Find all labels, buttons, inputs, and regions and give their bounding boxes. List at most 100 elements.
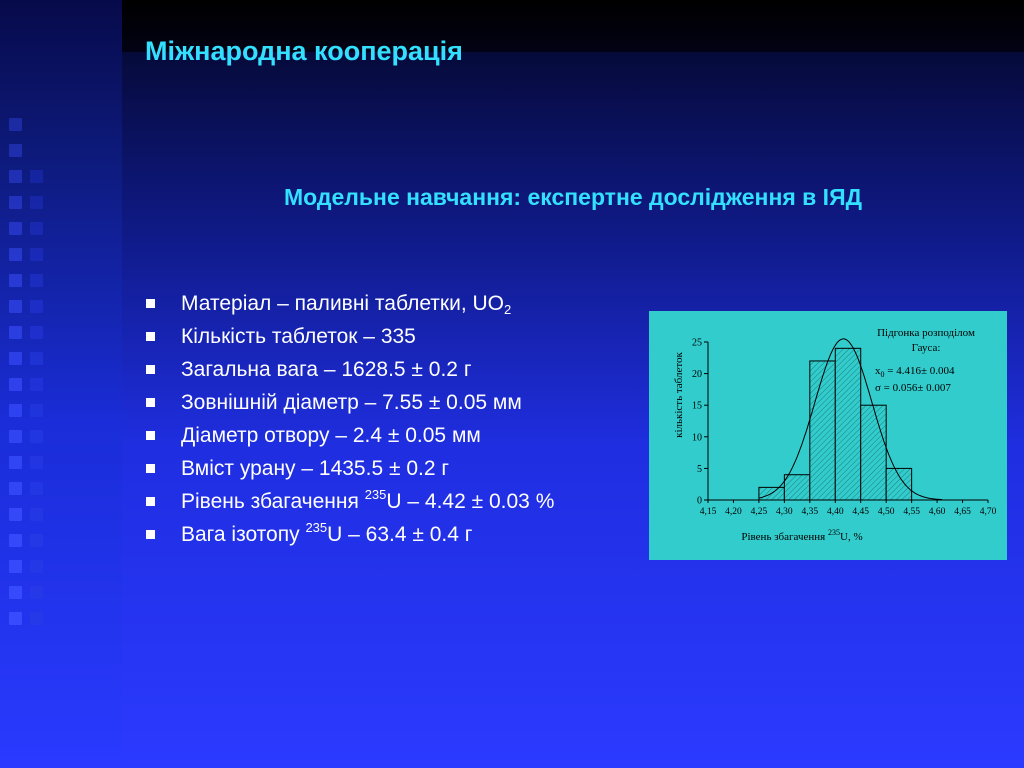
bullet-square-icon <box>146 464 155 473</box>
x-tick-label: 4,60 <box>929 507 946 517</box>
x-tick-label: 4,55 <box>903 507 920 517</box>
x0-symbol: x <box>875 365 881 377</box>
x-tick-label: 4,50 <box>878 507 895 517</box>
bullet-text: U – 4.42 ± 0.03 % <box>386 490 555 513</box>
bullet-item: Матеріал – паливні таблетки, UO2 <box>145 287 554 320</box>
x-axis-label: Рівень збагачення 235U, % <box>741 528 862 543</box>
fit-annotation-line1: Підгонка розподілом <box>877 327 975 339</box>
bullet-text-prefix: Вага ізотопу <box>181 523 306 546</box>
fit-annotation-sigma: σ = 0.056± 0.007 <box>875 382 951 394</box>
bullet-text: Матеріал – паливні таблетки, UO <box>181 292 505 315</box>
bullet-superscript: 235 <box>305 520 328 535</box>
decorative-square <box>9 456 22 469</box>
histogram-bar <box>860 404 887 501</box>
decorative-square <box>30 274 43 287</box>
y-tick-label: 25 <box>692 338 702 349</box>
decorative-square <box>9 248 22 261</box>
decorative-square <box>30 508 43 521</box>
histogram-chart: 0 5 10 15 20 25 4,15 4,20 4,25 4,30 4,35 4,40 4,45 4,… <box>649 311 1007 560</box>
x-tick-label: 4,35 <box>802 507 819 517</box>
decorative-square <box>30 430 43 443</box>
decorative-square <box>9 326 22 339</box>
decorative-square <box>9 274 22 287</box>
y-axis-label: кількість таблеток <box>673 351 685 437</box>
bullet-square-icon <box>146 431 155 440</box>
x-tick-label: 4,25 <box>751 507 768 517</box>
decorative-square <box>9 404 22 417</box>
decorative-square <box>30 248 43 261</box>
page-title: Міжнародна кооперація <box>145 36 463 66</box>
x-axis-label-sup: 235 <box>828 528 840 537</box>
bullet-square-icon <box>146 365 155 374</box>
decorative-square <box>30 300 43 313</box>
decorative-square <box>30 378 43 391</box>
histogram-svg: 0 5 10 15 20 25 4,15 4,20 4,25 4,30 4,35 4,40 4,45 4,… <box>673 327 997 543</box>
y-tick-label: 10 <box>692 432 702 443</box>
x-tick-label: 4,65 <box>954 507 971 517</box>
decorative-square <box>9 560 22 573</box>
y-tick-label: 20 <box>692 369 702 380</box>
decorative-square <box>30 222 43 235</box>
x-tick-label: 4,30 <box>776 507 793 517</box>
x-tick-label: 4,45 <box>852 507 869 517</box>
decorative-square <box>9 352 22 365</box>
decorative-square <box>9 118 22 131</box>
bullet-text: Діаметр отвору – 2.4 ± 0.05 мм <box>181 424 481 447</box>
x0-subscript: 0 <box>881 370 885 379</box>
bullet-text: U – 63.4 ± 0.4 г <box>327 523 473 546</box>
bullet-square-icon <box>146 497 155 506</box>
bullet-text-prefix: Рівень збагачення <box>181 490 365 513</box>
slide-subtitle: Модельне навчання: експертне дослідження… <box>284 184 862 210</box>
bullet-item: Вага ізотопу 235U – 63.4 ± 0.4 г <box>145 518 554 551</box>
decorative-square <box>9 430 22 443</box>
bars-layer <box>758 347 913 501</box>
decorative-square <box>30 482 43 495</box>
bullet-text: Зовнішній діаметр – 7.55 ± 0.05 мм <box>181 391 522 414</box>
bullet-item: Зовнішній діаметр – 7.55 ± 0.05 мм <box>145 386 554 419</box>
decorative-square <box>9 378 22 391</box>
x-axis-label-post: U, % <box>840 531 863 543</box>
bullet-square-icon <box>146 398 155 407</box>
decorative-square <box>30 352 43 365</box>
histogram-bar <box>809 360 836 501</box>
bullet-item: Рівень збагачення 235U – 4.42 ± 0.03 % <box>145 485 554 518</box>
bullet-list: Матеріал – паливні таблетки, UO2 Кількіс… <box>145 287 554 551</box>
decorative-square <box>30 586 43 599</box>
y-tick-label: 0 <box>697 496 702 507</box>
bullet-text: Вміст урану – 1435.5 ± 0.2 г <box>181 457 450 480</box>
bullet-item: Діаметр отвору – 2.4 ± 0.05 мм <box>145 419 554 452</box>
bullet-subscript: 2 <box>504 302 512 317</box>
bullet-item: Вміст урану – 1435.5 ± 0.2 г <box>145 452 554 485</box>
decorative-square <box>9 196 22 209</box>
fit-annotation-line2: Гауса: <box>912 342 941 354</box>
x-axis-label-pre: Рівень збагачення <box>741 531 828 543</box>
bullet-square-icon <box>146 332 155 341</box>
bullet-square-icon <box>146 299 155 308</box>
histogram-bar <box>885 467 913 501</box>
decorative-square <box>9 508 22 521</box>
x-tick-label: 4,70 <box>980 507 997 517</box>
x-tick-label: 4,15 <box>700 507 717 517</box>
decorative-square <box>9 222 22 235</box>
decorative-square <box>9 300 22 313</box>
decorative-square <box>9 170 22 183</box>
bullet-text: Загальна вага – 1628.5 ± 0.2 г <box>181 358 472 381</box>
decorative-square <box>30 560 43 573</box>
histogram-bar <box>834 347 862 501</box>
top-band <box>122 0 1024 52</box>
x-tick-label: 4,20 <box>725 507 742 517</box>
y-tick-label: 15 <box>692 401 702 412</box>
decorative-square <box>30 534 43 547</box>
y-tick-label: 5 <box>697 464 702 475</box>
decorative-square <box>30 404 43 417</box>
bullet-superscript: 235 <box>364 487 387 502</box>
fit-annotation-x0: x0 = 4.416± 0.004 <box>875 365 955 379</box>
bullet-item: Загальна вага – 1628.5 ± 0.2 г <box>145 353 554 386</box>
decorative-square <box>9 534 22 547</box>
x-tick-label: 4,40 <box>827 507 844 517</box>
decorative-square <box>30 456 43 469</box>
decorative-square <box>9 482 22 495</box>
ticks-layer: 0 5 10 15 20 25 4,15 4,20 4,25 4,30 4,35 4,40 4,45 4,… <box>692 338 997 518</box>
bullet-square-icon <box>146 530 155 539</box>
x0-value: = 4.416± 0.004 <box>885 365 955 377</box>
